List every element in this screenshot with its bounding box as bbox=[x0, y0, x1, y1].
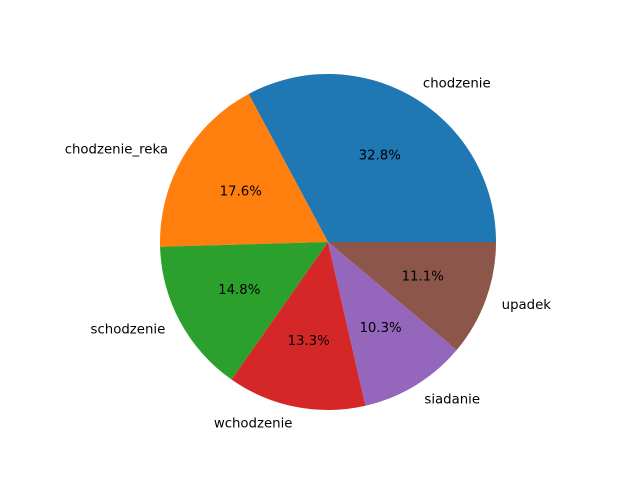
pie-slice-siadanie bbox=[328, 242, 457, 406]
slice-percent-chodzenie: 32.8% bbox=[359, 149, 401, 164]
pie-slice-upadek bbox=[328, 242, 496, 350]
pie-slice-chodzenie-reka bbox=[159, 93, 328, 247]
slice-label-chodzenie: chodzenie bbox=[423, 76, 491, 91]
pie-slice-schodzenie bbox=[160, 242, 328, 380]
slice-label-chodzenie-reka: chodzenie_reka bbox=[65, 142, 168, 157]
slice-label-wchodzenie: wchodzenie bbox=[214, 416, 293, 431]
slice-percent-siadanie: 10.3% bbox=[359, 321, 401, 336]
pie-slice-chodzenie bbox=[248, 74, 496, 242]
pie-slices bbox=[159, 74, 496, 410]
slice-label-schodzenie: schodzenie bbox=[91, 323, 166, 338]
slice-percent-chodzenie-reka: 17.6% bbox=[220, 184, 262, 199]
slice-label-upadek: upadek bbox=[502, 298, 552, 313]
slice-percent-schodzenie: 14.8% bbox=[218, 283, 260, 298]
slice-percent-upadek: 11.1% bbox=[402, 269, 444, 284]
slice-percent-wchodzenie: 13.3% bbox=[288, 334, 330, 349]
pie-slice-wchodzenie bbox=[231, 242, 366, 410]
slice-label-siadanie: siadanie bbox=[424, 393, 480, 408]
pie-labels: chodzenie 32.8% chodzenie_reka 17.6% schodze… bbox=[65, 76, 552, 431]
